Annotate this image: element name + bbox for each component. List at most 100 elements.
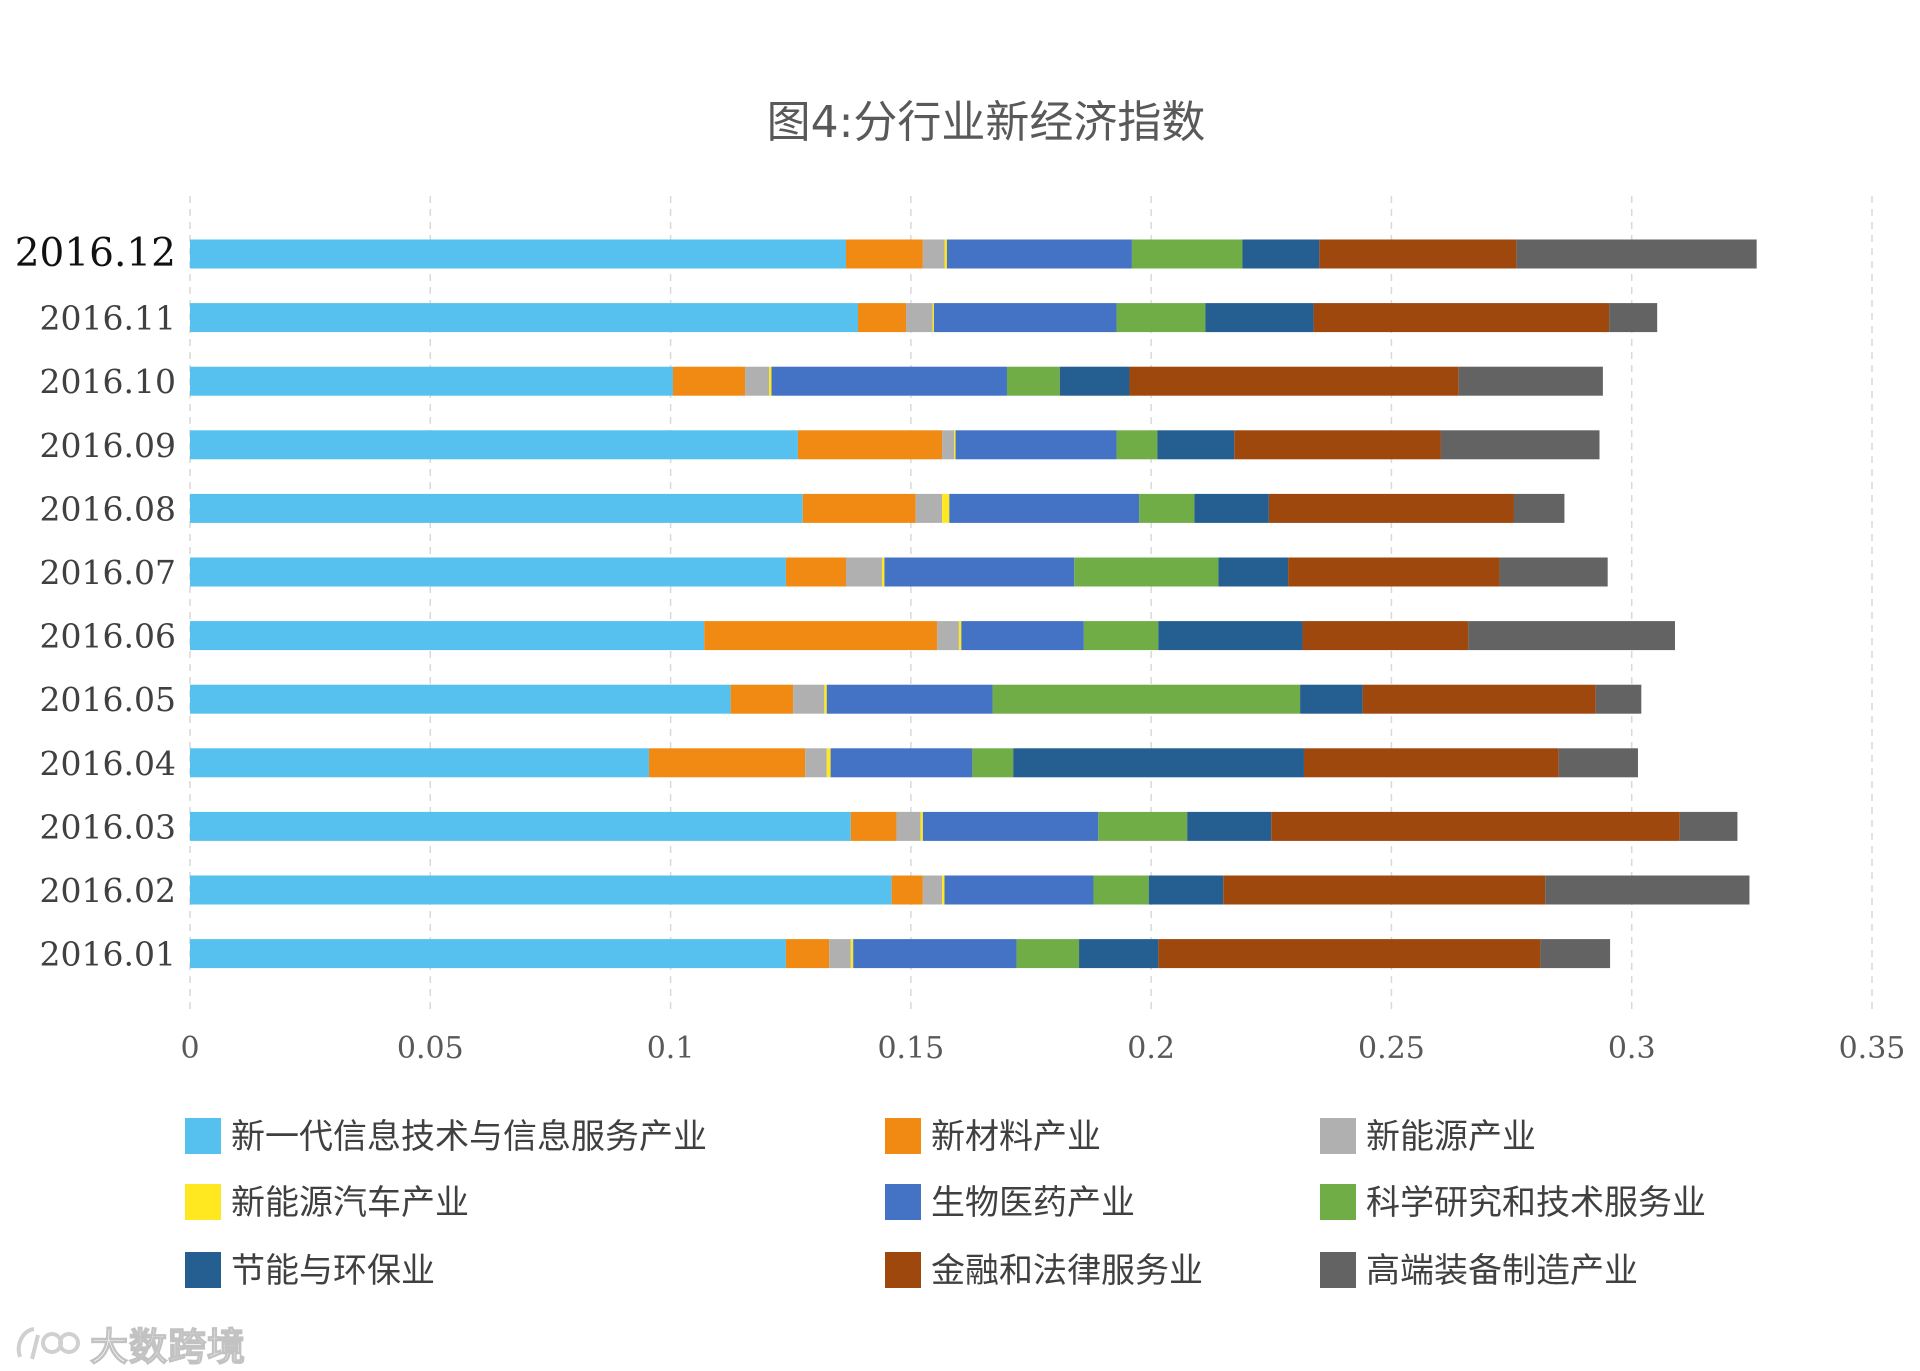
bar-row-2016-06 (190, 621, 1675, 651)
x-label-0-3: 0.3 (1608, 1031, 1656, 1066)
y-label-2016-10: 2016.10 (40, 362, 176, 401)
bar-segment-2016-11-s7 (1205, 303, 1314, 333)
bar-row-2016-04 (190, 748, 1638, 778)
legend-label-2: 新材料产业 (931, 1117, 1101, 1157)
watermark: 大数跨境 (14, 1318, 246, 1369)
bar-segment-2016-09-s4 (954, 430, 956, 460)
bar-segment-2016-12-s9 (1516, 239, 1757, 269)
bar-segment-2016-02-s1 (190, 875, 892, 905)
bar-segment-2016-04-s4 (826, 748, 831, 778)
legend-swatch-3 (1320, 1118, 1356, 1154)
bar-segment-2016-05-s5 (826, 684, 993, 714)
legend-swatch-9 (1320, 1252, 1356, 1288)
bar-segment-2016-01-s5 (853, 939, 1017, 969)
bar-segment-2016-01-s7 (1079, 939, 1159, 969)
legend-swatch-5 (885, 1184, 921, 1220)
watermark-logo-icon (16, 1327, 80, 1360)
y-label-2016-03: 2016.03 (40, 807, 176, 846)
bar-segment-2016-02-s7 (1148, 875, 1224, 905)
legend-label-8: 金融和法律服务业 (931, 1251, 1203, 1291)
bar-segment-2016-07-s9 (1499, 557, 1608, 587)
bar-segment-2016-05-s6 (992, 684, 1301, 714)
bar-segment-2016-08-s2 (802, 493, 916, 523)
bar-row-2016-08 (190, 493, 1565, 523)
legend-swatch-2 (885, 1118, 921, 1154)
x-label-0-35: 0.35 (1839, 1031, 1906, 1066)
bar-segment-2016-10-s1 (190, 366, 673, 396)
bar-segment-2016-06-s5 (961, 621, 1084, 651)
bar-segment-2016-12-s1 (190, 239, 846, 269)
bar-segment-2016-01-s4 (850, 939, 854, 969)
bar-segment-2016-05-s7 (1300, 684, 1363, 714)
bar-segment-2016-06-s2 (704, 621, 938, 651)
bar-segment-2016-04-s6 (972, 748, 1014, 778)
bar-segment-2016-07-s3 (845, 557, 883, 587)
bar-segment-2016-08-s7 (1194, 493, 1269, 523)
bar-segment-2016-12-s4 (944, 239, 947, 269)
y-label-2016-09: 2016.09 (40, 426, 176, 465)
bar-segment-2016-08-s4 (942, 493, 950, 523)
legend-swatch-8 (885, 1252, 921, 1288)
bar-segment-2016-07-s1 (190, 557, 786, 587)
bar-segment-2016-10-s9 (1458, 366, 1603, 396)
bar-segment-2016-03-s7 (1187, 811, 1272, 841)
bar-segment-2016-06-s4 (958, 621, 962, 651)
x-label-0-2: 0.2 (1127, 1031, 1175, 1066)
bar-segment-2016-05-s3 (793, 684, 825, 714)
bar-segment-2016-04-s2 (648, 748, 806, 778)
bar-segment-2016-06-s9 (1468, 621, 1675, 651)
bar-segment-2016-12-s6 (1131, 239, 1243, 269)
bar-segment-2016-04-s3 (805, 748, 827, 778)
bar-segment-2016-05-s1 (190, 684, 731, 714)
bar-segment-2016-07-s6 (1074, 557, 1219, 587)
x-label-0-25: 0.25 (1358, 1031, 1425, 1066)
bar-segment-2016-06-s8 (1302, 621, 1469, 651)
legend-item-1: 新一代信息技术与信息服务产业 (185, 1117, 707, 1157)
bar-segment-2016-06-s7 (1158, 621, 1303, 651)
bar-segment-2016-01-s6 (1016, 939, 1080, 969)
bar-segment-2016-05-s2 (730, 684, 794, 714)
bar-segment-2016-11-s8 (1313, 303, 1610, 333)
bar-segment-2016-03-s9 (1679, 811, 1738, 841)
bar-segment-2016-11-s3 (906, 303, 933, 333)
y-label-2016-12: 2016.12 (15, 231, 176, 276)
legend-swatch-4 (185, 1184, 221, 1220)
legend-label-7: 节能与环保业 (231, 1251, 435, 1291)
bar-segment-2016-08-s8 (1268, 493, 1514, 523)
bar-segment-2016-05-s9 (1595, 684, 1642, 714)
bar-segment-2016-07-s5 (884, 557, 1075, 587)
bar-row-2016-09 (190, 430, 1600, 460)
bar-segment-2016-09-s2 (797, 430, 943, 460)
legend-item-7: 节能与环保业 (185, 1251, 435, 1291)
legend-swatch-6 (1320, 1184, 1356, 1220)
bar-segment-2016-03-s1 (190, 811, 851, 841)
x-label-0-15: 0.15 (877, 1031, 944, 1066)
bar-segment-2016-02-s9 (1545, 875, 1750, 905)
bar-segment-2016-10-s5 (771, 366, 1007, 396)
y-label-2016-04: 2016.04 (40, 744, 176, 783)
bar-segment-2016-10-s8 (1129, 366, 1459, 396)
bar-segment-2016-01-s2 (785, 939, 830, 969)
bar-segment-2016-11-s4 (932, 303, 934, 333)
y-label-2016-06: 2016.06 (40, 617, 176, 656)
bar-segment-2016-04-s9 (1558, 748, 1638, 778)
bar-segment-2016-02-s4 (942, 875, 945, 905)
bar-segment-2016-03-s4 (920, 811, 923, 841)
bar-stacks (190, 239, 1757, 969)
bar-segment-2016-07-s7 (1218, 557, 1289, 587)
bar-segment-2016-08-s6 (1139, 493, 1195, 523)
legend-item-8: 金融和法律服务业 (885, 1251, 1203, 1291)
bar-segment-2016-11-s2 (857, 303, 907, 333)
bar-segment-2016-07-s4 (882, 557, 885, 587)
y-label-2016-02: 2016.02 (40, 871, 176, 910)
legend-swatch-1 (185, 1118, 221, 1154)
legend-item-2: 新材料产业 (885, 1117, 1101, 1157)
bar-segment-2016-04-s8 (1303, 748, 1559, 778)
bar-segment-2016-12-s2 (845, 239, 923, 269)
bar-row-2016-05 (190, 684, 1642, 714)
legend-swatch-7 (185, 1252, 221, 1288)
bar-segment-2016-01-s3 (829, 939, 851, 969)
x-label-0: 0 (180, 1031, 199, 1066)
legend-label-6: 科学研究和技术服务业 (1366, 1183, 1706, 1223)
